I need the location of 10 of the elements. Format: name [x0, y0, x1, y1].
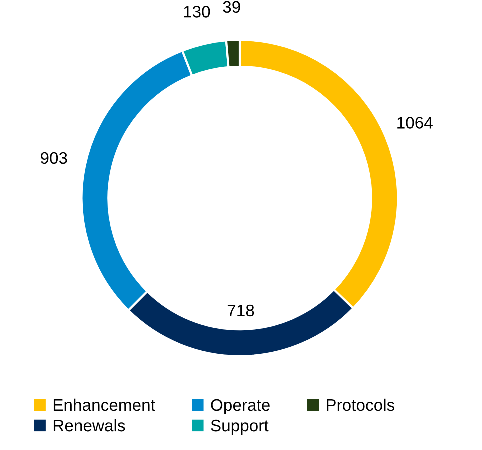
legend-label: Operate — [211, 399, 270, 414]
data-label: 718 — [228, 304, 254, 317]
legend-label: Support — [211, 420, 269, 435]
legend-label: Protocols — [327, 398, 395, 412]
legend-label: Renewals — [54, 419, 126, 432]
data-label: 903 — [41, 152, 68, 164]
legend-label: Enhancement — [54, 398, 156, 412]
data-label: 1064 — [398, 117, 433, 129]
data-label: 39 — [223, 1, 240, 14]
data-label: 130 — [184, 6, 210, 18]
